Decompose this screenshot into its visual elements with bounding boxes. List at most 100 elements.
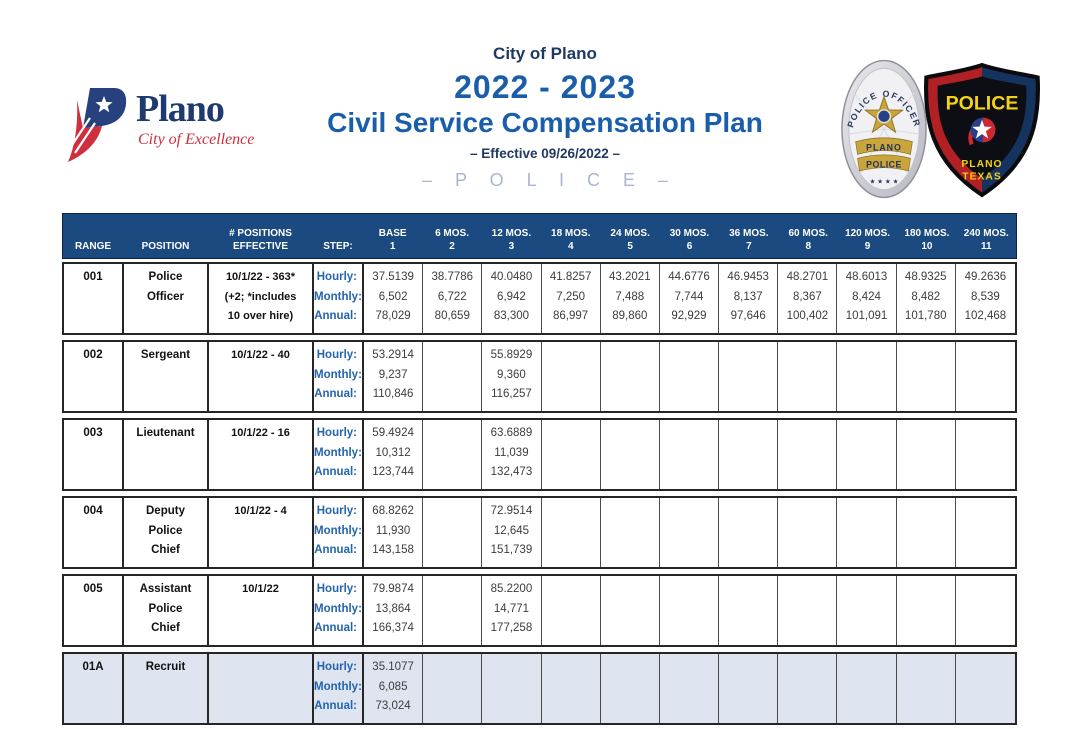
step-value-cell-2 [423, 420, 483, 489]
table-header-row: RANGE POSITION # POSITIONS EFFECTIVE STEP: BA… [62, 213, 1017, 259]
header-cell-step: STEP: [323, 240, 353, 252]
step-value-cell-7 [719, 498, 779, 567]
step-value-cell-1: 68.8262 11,930 143,158 [364, 498, 424, 567]
plano-police-patch-icon: POLICE PLANO TEXAS [923, 62, 1041, 198]
step-value-cell-4 [542, 498, 601, 567]
header-cell-36-mos: 36 MOS. 7 [729, 228, 769, 252]
step-value-cell-1: 59.4924 10,312 123,744 [364, 420, 424, 489]
step-value-cell-8 [778, 654, 838, 723]
step-value-cell-10 [897, 498, 956, 567]
effective-cell [209, 654, 314, 723]
header-cell-base: BASE 1 [378, 228, 407, 252]
step-value-cell-11 [956, 342, 1015, 411]
step-value-cell-3 [482, 654, 542, 723]
header-cell-positions: # POSITIONS EFFECTIVE [229, 228, 292, 252]
step-labels-cell: Hourly: Monthly: Annual: [314, 342, 364, 411]
effective-cell: 10/1/22 - 16 [209, 420, 314, 489]
header-cell-18-mos: 18 MOS. 4 [551, 228, 591, 252]
range-cell: 003 [64, 420, 124, 489]
svg-text:PLANO: PLANO [866, 143, 902, 153]
police-officer-badge-icon: POLICE OFFICER PLANO POLICE ★ ★ ★ ★ [841, 59, 927, 199]
range-cell: 01A [64, 654, 124, 723]
step-value-cell-6 [660, 420, 720, 489]
step-value-cell-2: 38.7786 6,722 80,659 [423, 264, 483, 333]
step-value-cell-8 [778, 576, 838, 645]
position-cell: Sergeant [124, 342, 209, 411]
plano-tagline: City of Excellence [138, 131, 255, 148]
step-value-cell-4 [542, 576, 601, 645]
step-value-cell-1: 53.2914 9,237 110,846 [364, 342, 424, 411]
document-titles: City of Plano 2022 - 2023 Civil Service … [245, 44, 845, 191]
step-value-cell-2 [423, 576, 483, 645]
table-row-002: 002 Sergeant 10/1/22 - 40 Hourly: Monthly: An… [62, 340, 1017, 413]
step-value-cell-2 [423, 498, 483, 567]
table-row-01a: 01A Recruit Hourly: Monthly: Annual: 35.1077 6… [62, 652, 1017, 725]
step-value-cell-3: 63.6889 11,039 132,473 [482, 420, 542, 489]
position-cell: Lieutenant [124, 420, 209, 489]
effective-cell: 10/1/22 - 4 [209, 498, 314, 567]
header-cell-30-mos: 30 MOS. 6 [669, 228, 710, 252]
step-value-cell-10 [897, 654, 956, 723]
effective-cell: 10/1/22 - 40 [209, 342, 314, 411]
range-cell: 004 [64, 498, 124, 567]
step-value-cell-5 [601, 576, 660, 645]
table-body: 001 Police Officer 10/1/22 - 363* (+2; *incl… [62, 262, 1017, 725]
step-value-cell-3: 55.8929 9,360 116,257 [482, 342, 542, 411]
range-cell: 005 [64, 576, 124, 645]
step-labels-cell: Hourly: Monthly: Annual: [314, 576, 364, 645]
header-cell-24-mos: 24 MOS. 5 [610, 228, 650, 252]
department-line: – P O L I C E – [421, 170, 678, 190]
org-title: City of Plano [493, 44, 597, 63]
header-cell-range: RANGE [74, 240, 112, 252]
step-value-cell-10 [897, 342, 956, 411]
plano-wordmark: Plano [136, 88, 225, 130]
header-cell-12-mos: 12 MOS. 3 [491, 228, 532, 252]
step-value-cell-1: 35.1077 6,085 73,024 [364, 654, 424, 723]
step-value-cell-9 [837, 654, 897, 723]
step-value-cell-10 [897, 420, 956, 489]
step-value-cell-8: 48.2701 8,367 100,402 [778, 264, 838, 333]
step-value-cell-5 [601, 420, 660, 489]
range-cell: 001 [64, 264, 124, 333]
step-value-cell-9 [837, 342, 897, 411]
step-value-cell-7 [719, 342, 779, 411]
step-value-cell-9 [837, 420, 897, 489]
effective-date: – Effective 09/26/2022 – [469, 146, 621, 161]
step-labels-cell: Hourly: Monthly: Annual: [314, 264, 364, 333]
step-value-cell-5 [601, 498, 660, 567]
step-value-cell-4: 41.8257 7,250 86,997 [542, 264, 601, 333]
plano-logo: Plano City of Excellence [64, 86, 254, 164]
step-value-cell-4 [542, 342, 601, 411]
step-labels-cell: Hourly: Monthly: Annual: [314, 654, 364, 723]
step-value-cell-9 [837, 576, 897, 645]
step-value-cell-8 [778, 420, 838, 489]
step-value-cell-5 [601, 342, 660, 411]
step-value-cell-11 [956, 576, 1015, 645]
step-value-cell-11 [956, 498, 1015, 567]
step-value-cell-3: 72.9514 12,645 151,739 [482, 498, 542, 567]
step-value-cell-6: 44.6776 7,744 92,929 [660, 264, 720, 333]
table-row-003: 003 Lieutenant 10/1/22 - 16 Hourly: Monthly:… [62, 418, 1017, 491]
step-value-cell-7 [719, 654, 779, 723]
header-cell-6-mos: 6 MOS. 2 [435, 228, 469, 252]
step-value-cell-10 [897, 576, 956, 645]
svg-text:TEXAS: TEXAS [962, 171, 1001, 182]
step-value-cell-9: 48.6013 8,424 101,091 [837, 264, 897, 333]
header-cell-180-mos: 180 MOS. 10 [904, 228, 950, 252]
header-cell-120-mos: 120 MOS. 9 [845, 228, 891, 252]
step-value-cell-2 [423, 342, 483, 411]
table-row-004: 004 Deputy Police Chief 10/1/22 - 4 Hourly: Mo… [62, 496, 1017, 569]
header-cell-240-mos: 240 MOS. 11 [963, 228, 1009, 252]
position-cell: Assistant Police Chief [124, 576, 209, 645]
step-value-cell-4 [542, 654, 601, 723]
step-value-cell-7: 46.9453 8,137 97,646 [719, 264, 779, 333]
header-cell-position: POSITION [141, 240, 190, 252]
step-value-cell-5 [601, 654, 660, 723]
step-value-cell-3: 85.2200 14,771 177,258 [482, 576, 542, 645]
plano-logo-text: Plano City of Excellence [136, 90, 254, 149]
table-row-005: 005 Assistant Police Chief 10/1/22 Hourly: Mon… [62, 574, 1017, 647]
police-badges: POLICE PLANO TEXAS [840, 56, 1050, 206]
step-labels-cell: Hourly: Monthly: Annual: [314, 498, 364, 567]
effective-cell: 10/1/22 - 363* (+2; *includes 10 over hire… [209, 264, 314, 333]
